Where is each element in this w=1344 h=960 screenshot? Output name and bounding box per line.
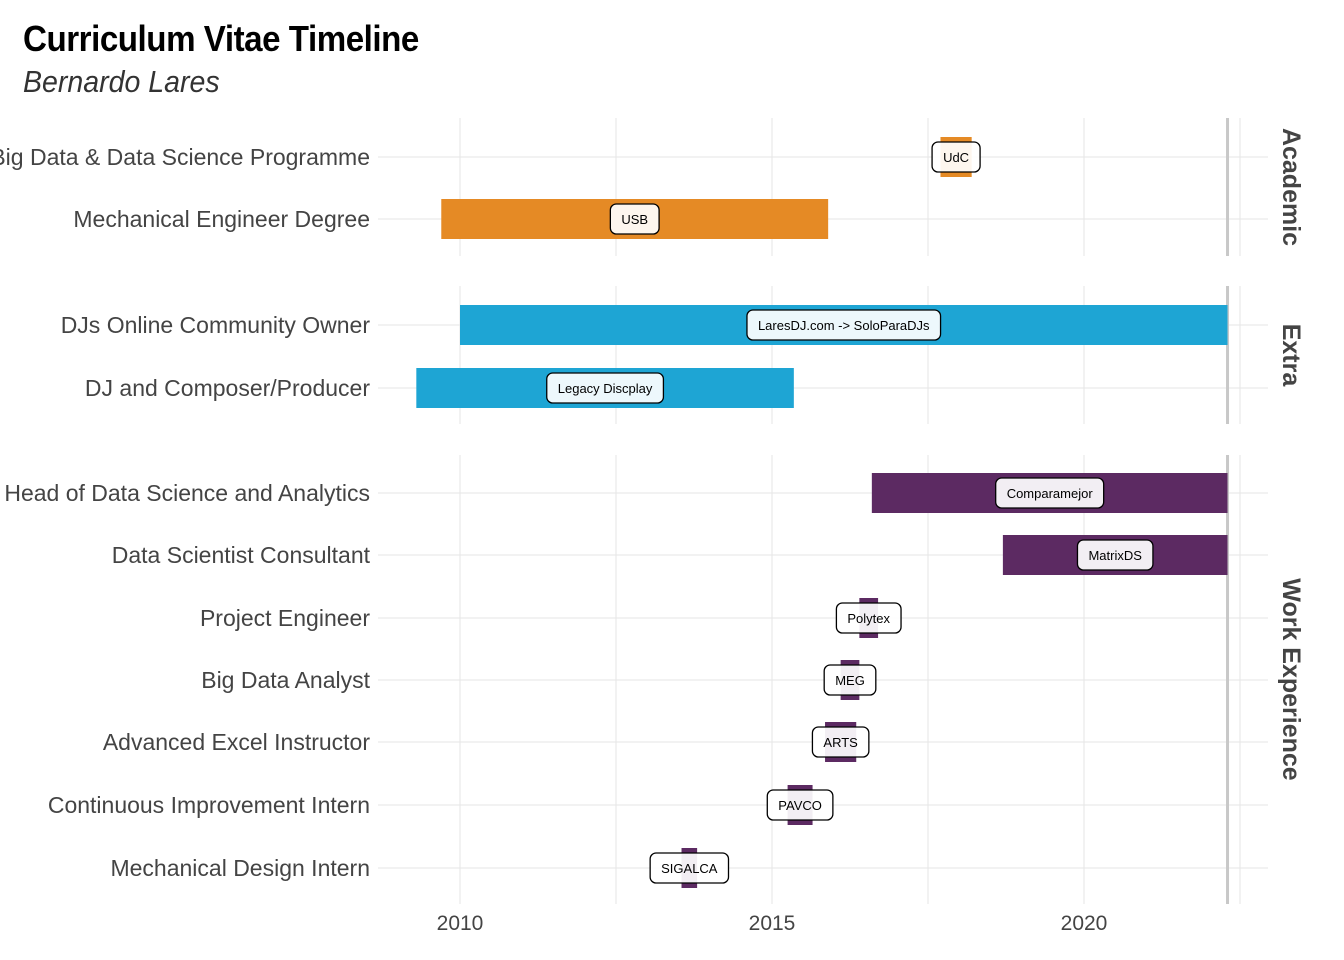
place-label: MEG <box>835 673 865 688</box>
role-label: Big Data & Data Science Programme <box>0 144 370 170</box>
place-label: UdC <box>943 150 969 165</box>
place-label: Legacy Discplay <box>558 381 653 396</box>
x-tick-label: 2010 <box>437 912 484 935</box>
place-label-box <box>609 203 660 235</box>
place-label: ARTS <box>823 735 858 750</box>
role-label: Mechanical Engineer Degree <box>73 206 370 232</box>
place-label: MatrixDS <box>1088 548 1142 563</box>
role-label: Big Data Analyst <box>201 667 370 693</box>
place-label: Comparamejor <box>1007 486 1094 501</box>
chart-subtitle: Bernardo Lares <box>23 64 220 99</box>
place-label: USB <box>621 212 648 227</box>
facet-label: Work Experience <box>1277 578 1305 781</box>
role-label: Continuous Improvement Intern <box>48 792 370 818</box>
place-label-box <box>931 141 981 173</box>
facet-label: Extra <box>1277 324 1305 388</box>
role-label: Project Engineer <box>200 605 370 631</box>
role-label: Head of Data Science and Analytics <box>4 480 370 506</box>
place-label: PAVCO <box>778 798 822 813</box>
chart-title: Curriculum Vitae Timeline <box>23 18 419 59</box>
place-label-box <box>766 789 834 821</box>
place-label-box <box>835 602 902 634</box>
x-tick-label: 2020 <box>1061 912 1108 935</box>
place-label: SIGALCA <box>661 861 718 876</box>
place-label-box <box>1076 539 1154 571</box>
place-label-box <box>823 664 877 696</box>
place-label-box <box>995 477 1105 509</box>
role-label: DJs Online Community Owner <box>61 312 371 338</box>
place-label-box <box>811 726 870 758</box>
role-label: DJ and Composer/Producer <box>85 375 370 401</box>
role-label: Mechanical Design Intern <box>110 855 370 881</box>
role-label: Advanced Excel Instructor <box>103 729 371 755</box>
role-label: Data Scientist Consultant <box>112 542 371 568</box>
place-label: Polytex <box>847 611 890 626</box>
facet-label: Academic <box>1277 128 1305 246</box>
place-label-box <box>746 309 942 341</box>
place-label-box <box>649 852 730 884</box>
place-label: LaresDJ.com -> SoloParaDJs <box>758 318 930 333</box>
x-tick-label: 2015 <box>749 912 796 935</box>
place-label-box <box>546 372 665 404</box>
